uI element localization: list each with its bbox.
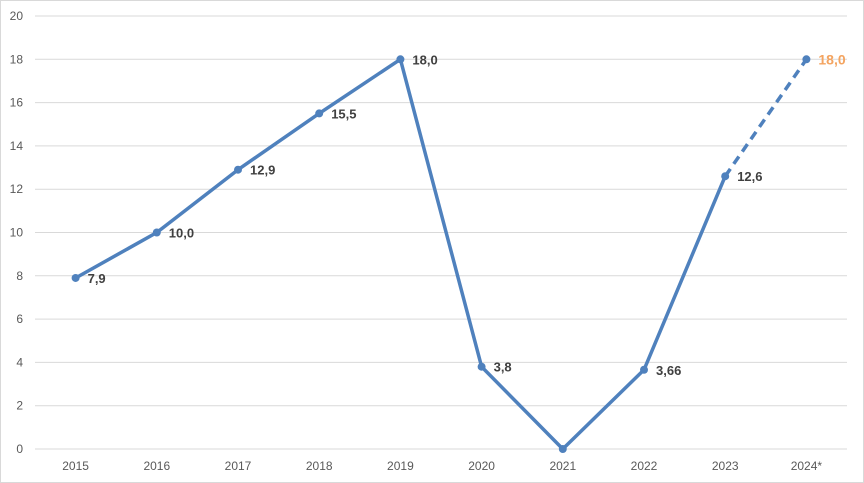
data-point-2017 <box>234 165 242 174</box>
y-tick-label: 16 <box>10 96 24 110</box>
gridlines <box>35 15 847 450</box>
y-tick-label: 8 <box>16 269 23 283</box>
data-point-2019 <box>396 55 405 64</box>
data-label-2018: 15,5 <box>331 106 356 121</box>
data-label-2017: 12,9 <box>250 163 275 178</box>
x-tick-label: 2015 <box>62 459 89 473</box>
data-point-2023 <box>721 172 730 181</box>
y-tick-label: 20 <box>10 9 24 23</box>
y-axis-ticks: 0 2 4 6 8 10 12 14 16 18 20 <box>10 9 24 456</box>
x-tick-label: 2024* <box>791 459 823 473</box>
x-tick-label: 2018 <box>306 459 333 473</box>
series-line-forecast <box>723 58 808 178</box>
x-tick-label: 2022 <box>631 459 658 473</box>
data-labels: 7,9 10,0 12,9 15,5 18,0 3,8 3,66 12,6 18,0 <box>88 51 846 377</box>
y-tick-label: 18 <box>10 52 24 66</box>
y-tick-label: 6 <box>16 312 23 326</box>
data-label-2024*: 18,0 <box>818 51 845 67</box>
x-tick-label: 2019 <box>387 459 414 473</box>
data-label-2015: 7,9 <box>88 271 106 286</box>
data-label-2020: 3,8 <box>494 360 512 375</box>
data-point-2024* <box>802 55 811 64</box>
data-point-2018 <box>315 109 324 118</box>
y-tick-label: 14 <box>10 139 24 153</box>
data-point-2015 <box>71 273 80 282</box>
data-point-2022 <box>640 365 648 374</box>
x-tick-label: 2023 <box>712 459 739 473</box>
y-tick-label: 2 <box>16 399 23 413</box>
data-point-2016 <box>152 228 161 237</box>
data-point-2021 <box>558 445 567 453</box>
data-point-2020 <box>477 362 486 371</box>
data-label-2023: 12,6 <box>737 169 762 184</box>
data-points <box>71 55 811 453</box>
y-tick-label: 4 <box>16 355 23 369</box>
data-label-2019: 18,0 <box>412 52 437 67</box>
data-label-2022: 3,66 <box>656 363 681 378</box>
x-tick-label: 2021 <box>549 459 576 473</box>
data-label-2016: 10,0 <box>169 226 194 241</box>
x-axis-ticks: 2015 2016 2017 2018 2019 2020 2021 2022 2023 2024… <box>62 459 822 473</box>
x-tick-label: 2016 <box>143 459 170 473</box>
y-tick-label: 0 <box>16 442 23 456</box>
y-tick-label: 10 <box>10 226 24 240</box>
x-tick-label: 2017 <box>225 459 252 473</box>
x-tick-label: 2020 <box>468 459 495 473</box>
y-tick-label: 12 <box>10 182 24 196</box>
